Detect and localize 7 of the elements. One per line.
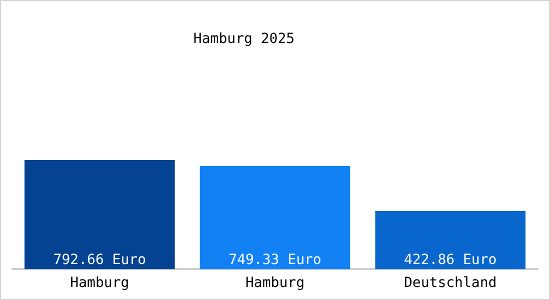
x-tick-label: Hamburg <box>245 275 305 292</box>
chart-title: Hamburg 2025 <box>192 31 296 47</box>
x-tick-label: Hamburg <box>70 275 130 292</box>
data-label: 422.86 Euro <box>404 252 497 268</box>
x-tick-label: Deutschland <box>404 275 497 292</box>
data-label: 792.66 Euro <box>53 252 146 268</box>
data-label: 749.33 Euro <box>228 252 322 268</box>
